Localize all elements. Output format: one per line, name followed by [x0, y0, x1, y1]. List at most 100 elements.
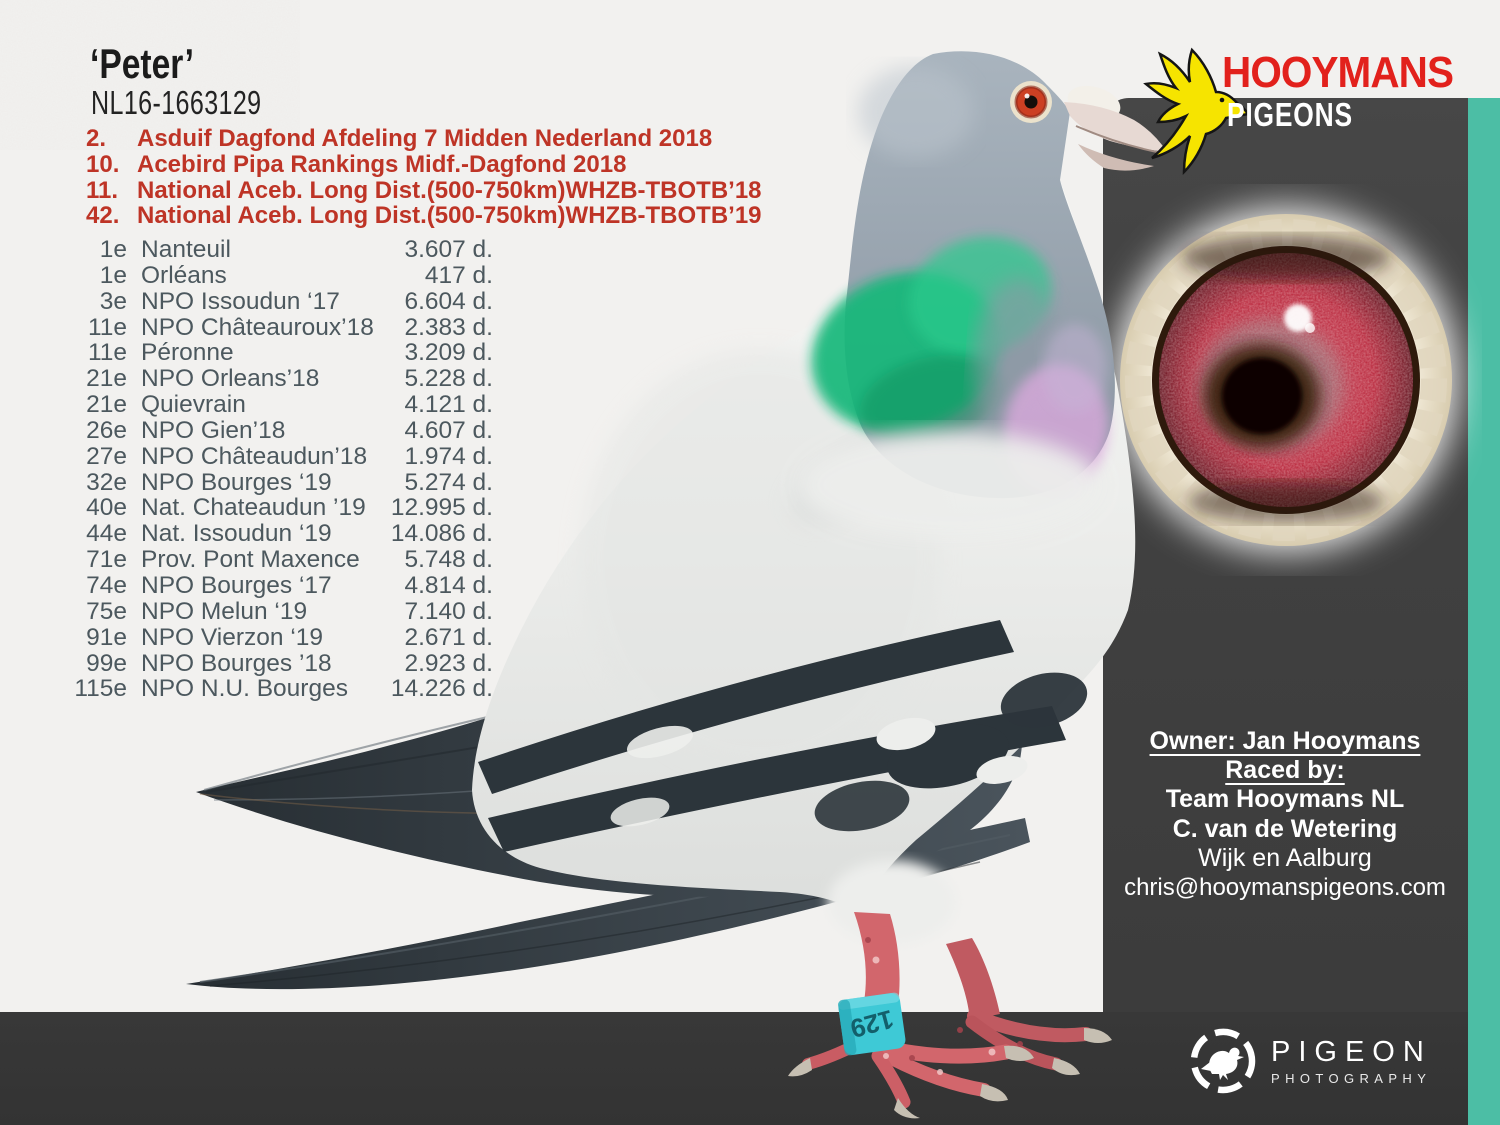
result-rank: 32e — [86, 468, 127, 496]
email-address[interactable]: chris@hooymanspigeons.com — [1124, 874, 1446, 902]
result-rank: 75e — [86, 597, 127, 625]
result-race: Orléans — [141, 261, 227, 289]
result-race: NPO Issoudun ‘17 — [141, 287, 340, 315]
owner-block: Owner: Jan Hooymans Raced by: Team Hooym… — [1103, 727, 1467, 902]
achievement-rank: 11. — [86, 176, 119, 204]
result-pigeons: 7.140 d. — [404, 597, 493, 625]
results-list: 1e Nanteuil 3.607 d. 1e Orléans 417 d. 3e NPO I… — [60, 237, 493, 702]
result-race: NPO Orleans’18 — [141, 365, 320, 393]
brand-name: HOOYMANS — [1222, 48, 1454, 97]
result-race: Nat. Issoudun ‘19 — [141, 520, 332, 548]
result-row: 32e NPO Bourges ‘19 5.274 d. — [60, 468, 493, 496]
achievement-rank: 10. — [86, 150, 120, 178]
pigeon-tail — [186, 818, 1030, 990]
result-pigeons: 5.748 d. — [404, 546, 493, 574]
handler-line: C. van de Wetering — [1172, 814, 1398, 843]
pigeon-eye-photo — [1090, 184, 1482, 576]
result-pigeons: 2.383 d. — [404, 313, 493, 341]
result-race: NPO Bourges ‘17 — [141, 571, 332, 599]
camera-shutter-icon — [1190, 1028, 1256, 1094]
photo-credit-name: PIGEON — [1271, 1035, 1432, 1068]
result-row: 1e Nanteuil 3.607 d. — [60, 237, 493, 263]
team-line: Team Hooymans NL — [1165, 785, 1405, 814]
result-row: 27e NPO Châteaudun’18 1.974 d. — [60, 442, 493, 470]
result-pigeons: 12.995 d. — [390, 494, 493, 522]
result-row: 99e NPO Bourges ’18 2.923 d. — [60, 649, 493, 677]
achievement-text: National Aceb. Long Dist.(500-750km)WHZB… — [137, 202, 762, 230]
result-race: Nanteuil — [141, 236, 231, 263]
achievement-text: National Aceb. Long Dist.(500-750km)WHZB… — [137, 176, 762, 204]
result-race: NPO Gien’18 — [141, 416, 286, 444]
result-pigeons: 417 d. — [424, 261, 493, 289]
result-pigeons: 4.607 d. — [404, 416, 493, 444]
result-race: NPO Melun ‘19 — [141, 597, 308, 625]
result-rank: 99e — [86, 649, 127, 677]
photo-credit-sub: PHOTOGRAPHY — [1271, 1070, 1432, 1086]
result-rank: 91e — [86, 623, 127, 651]
result-race: Péronne — [141, 339, 234, 367]
result-rank: 26e — [86, 416, 127, 444]
result-race: NPO Vierzon ‘19 — [141, 623, 324, 651]
result-pigeons: 3.209 d. — [404, 339, 493, 367]
result-rank: 21e — [86, 391, 127, 419]
pigeon-head-eye — [1010, 81, 1052, 123]
result-race: NPO Bourges ‘19 — [141, 468, 332, 496]
result-row: 26e NPO Gien’18 4.607 d. — [60, 418, 493, 444]
achievement-rank: 42. — [86, 202, 120, 230]
pigeon-head-neck — [800, 51, 1115, 539]
achievement-row: 10. Acebird Pipa Rankings Midf.-Dagfond 2… — [86, 150, 762, 178]
result-row: 115e NPO N.U. Bourges 14.226 d. — [60, 676, 493, 702]
result-pigeons: 4.121 d. — [404, 391, 493, 419]
result-rank: 44e — [86, 520, 127, 548]
result-rank: 1e — [99, 236, 127, 263]
result-row: 44e Nat. Issoudun ‘19 14.086 d. — [60, 521, 493, 547]
pigeon-name: ‘Peter’ — [90, 40, 194, 87]
photo-credit: PIGEON PHOTOGRAPHY — [1190, 1028, 1432, 1094]
achievement-text: Acebird Pipa Rankings Midf.-Dagfond 2018 — [137, 150, 627, 178]
result-rank: 21e — [86, 365, 127, 393]
achievement-rank: 2. — [86, 125, 107, 152]
eye-macro-image — [1114, 208, 1458, 552]
result-row: 11e NPO Châteauroux’18 2.383 d. — [60, 313, 493, 341]
result-rank: 11e — [87, 339, 127, 367]
result-pigeons: 4.814 d. — [404, 571, 493, 599]
raced-by-label: Raced by: — [1225, 756, 1345, 785]
owner-line: Owner: Jan Hooymans — [1149, 727, 1421, 755]
result-race: Nat. Chateaudun ’19 — [141, 494, 366, 522]
achievement-row: 42. National Aceb. Long Dist.(500-750km)W… — [86, 203, 762, 229]
result-row: 21e Quievrain 4.121 d. — [60, 392, 493, 418]
result-rank: 27e — [86, 442, 127, 470]
result-pigeons: 14.086 d. — [390, 520, 493, 548]
brand-subtitle: PIGEONS — [1227, 96, 1353, 133]
result-pigeons: 3.607 d. — [404, 236, 493, 263]
result-row: 11e Péronne 3.209 d. — [60, 340, 493, 366]
pigeon-wing-bars — [478, 620, 1088, 852]
result-rank: 11e — [87, 313, 127, 341]
result-pigeons: 1.974 d. — [404, 442, 493, 470]
city-line: Wijk en Aalburg — [1198, 843, 1372, 872]
result-rank: 71e — [86, 546, 127, 574]
result-race: Quievrain — [141, 391, 246, 419]
result-pigeons: 14.226 d. — [390, 675, 493, 703]
result-pigeons: 5.228 d. — [404, 365, 493, 393]
achievements-list: 2. Asduif Dagfond Afdeling 7 Midden Neder… — [86, 126, 762, 229]
result-pigeons: 5.274 d. — [404, 468, 493, 496]
teal-accent-bar — [1468, 98, 1500, 1125]
result-rank: 3e — [99, 287, 127, 315]
result-row: 91e NPO Vierzon ‘19 2.671 d. — [60, 623, 493, 651]
result-pigeons: 2.671 d. — [404, 623, 493, 651]
result-row: 74e NPO Bourges ‘17 4.814 d. — [60, 573, 493, 599]
result-row: 3e NPO Issoudun ‘17 6.604 d. — [60, 287, 493, 315]
result-rank: 1e — [99, 261, 127, 289]
result-row: 1e Orléans 417 d. — [60, 261, 493, 289]
result-rank: 74e — [86, 571, 127, 599]
result-race: Prov. Pont Maxence — [141, 546, 360, 574]
result-row: 75e NPO Melun ‘19 7.140 d. — [60, 597, 493, 625]
result-race: NPO Châteaudun’18 — [141, 442, 368, 470]
achievement-row: 11. National Aceb. Long Dist.(500-750km)W… — [86, 176, 762, 204]
result-row: 40e Nat. Chateaudun ’19 12.995 d. — [60, 495, 493, 521]
achievement-text: Asduif Dagfond Afdeling 7 Midden Nederla… — [137, 125, 713, 152]
result-rank: 40e — [86, 494, 127, 522]
result-pigeons: 2.923 d. — [404, 649, 493, 677]
pigeon-silhouette-icon — [1201, 1047, 1244, 1080]
